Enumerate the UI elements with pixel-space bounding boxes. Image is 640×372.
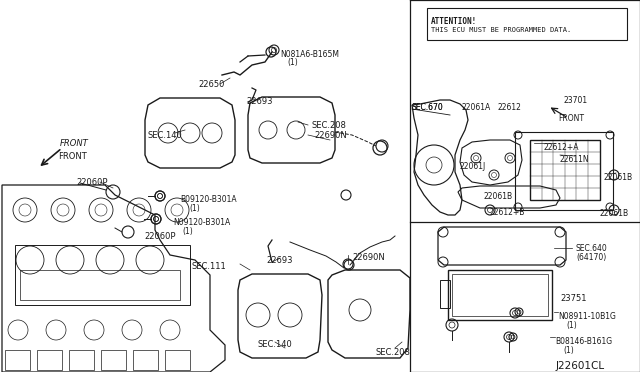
Text: SEC.670: SEC.670	[412, 103, 444, 112]
Bar	[101, 350, 126, 370]
Text: SEC.111: SEC.111	[192, 262, 227, 271]
Bar	[69, 350, 94, 370]
Text: 22612+A: 22612+A	[544, 143, 579, 152]
Text: 22650: 22650	[198, 80, 225, 89]
Text: 22690N: 22690N	[314, 131, 347, 140]
Text: 22693: 22693	[266, 256, 292, 265]
Text: SEC.140: SEC.140	[258, 340, 292, 349]
Text: 22690N: 22690N	[352, 253, 385, 262]
Text: SEC.670: SEC.670	[412, 103, 444, 112]
Text: 22061A: 22061A	[462, 103, 492, 112]
Bar	[15, 245, 190, 305]
Text: 22693: 22693	[246, 97, 273, 106]
Bar	[20, 270, 180, 300]
Text: SEC.640: SEC.640	[576, 244, 608, 253]
Text: 22060P: 22060P	[76, 178, 108, 187]
Text: 22061B: 22061B	[600, 209, 629, 218]
Text: N081A6-B165M: N081A6-B165M	[280, 50, 339, 59]
Text: 22061B: 22061B	[604, 173, 633, 182]
Text: B09120-B301A: B09120-B301A	[180, 195, 237, 204]
Text: (1): (1)	[563, 346, 573, 355]
Text: 22611N: 22611N	[560, 155, 589, 164]
Text: SEC.208: SEC.208	[312, 121, 347, 130]
Text: B08146-B161G: B08146-B161G	[555, 337, 612, 346]
Text: (1): (1)	[287, 58, 298, 67]
Text: J22601CL: J22601CL	[556, 361, 605, 371]
Bar	[440, 280, 450, 308]
Text: N08911-10B1G: N08911-10B1G	[558, 312, 616, 321]
Text: 22061J: 22061J	[460, 162, 486, 171]
Text: 22061B: 22061B	[484, 192, 513, 201]
Bar	[448, 270, 552, 320]
Text: 23701: 23701	[564, 96, 588, 105]
Bar	[165, 350, 190, 370]
Text: FRONT: FRONT	[60, 139, 89, 148]
Bar	[37, 350, 62, 370]
Text: SEC.140: SEC.140	[148, 131, 183, 140]
Text: THIS ECU MUST BE PROGRAMMED DATA.: THIS ECU MUST BE PROGRAMMED DATA.	[431, 27, 572, 33]
Text: (1): (1)	[189, 204, 200, 213]
Text: N09120-B301A: N09120-B301A	[173, 218, 230, 227]
Text: 22060P: 22060P	[144, 232, 175, 241]
Text: (1): (1)	[182, 227, 193, 236]
Text: FRONT: FRONT	[58, 152, 87, 161]
Text: (1): (1)	[566, 321, 577, 330]
Bar	[427, 8, 627, 40]
Bar	[530, 140, 600, 200]
Text: ATTENTION!: ATTENTION!	[431, 17, 477, 26]
Bar	[452, 274, 548, 316]
Bar	[515, 132, 613, 210]
Text: (64170): (64170)	[576, 253, 606, 262]
Text: FRONT: FRONT	[558, 114, 584, 123]
Text: 22612: 22612	[498, 103, 522, 112]
Text: 22612+B: 22612+B	[490, 208, 525, 217]
Bar	[133, 350, 158, 370]
Text: 23751: 23751	[560, 294, 586, 303]
Text: SEC.208: SEC.208	[376, 348, 411, 357]
Bar	[5, 350, 30, 370]
